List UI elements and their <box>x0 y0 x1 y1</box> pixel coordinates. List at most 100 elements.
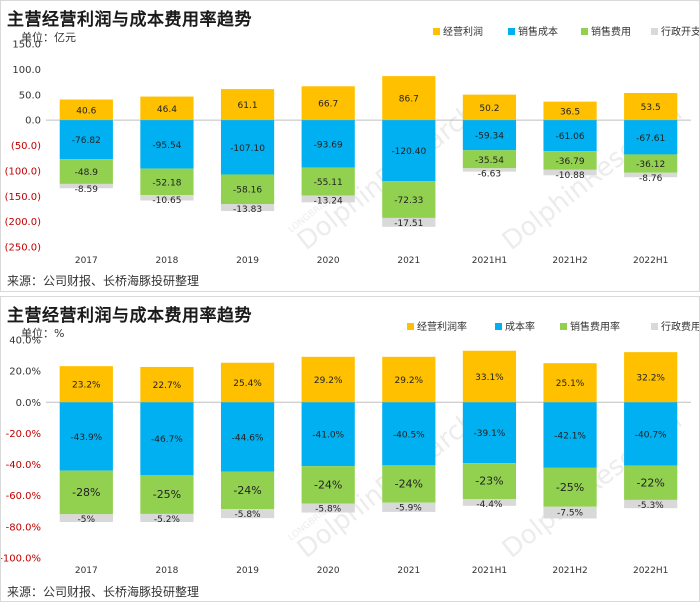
data-label: -17.51 <box>394 219 423 229</box>
data-label: -36.12 <box>636 160 665 170</box>
legend-label: 行政费用率 <box>661 320 699 333</box>
unit-label: 单位：% <box>21 327 65 340</box>
y-tick-label: -60.0% <box>6 491 41 502</box>
data-label: -13.24 <box>314 197 343 207</box>
bar-sales-2018 <box>140 168 194 196</box>
bar-admin-2019 <box>220 203 275 212</box>
bar-admin-2021 <box>382 502 436 512</box>
legend-label: 销售成本 <box>518 25 558 38</box>
bar-cost-2021 <box>382 402 436 466</box>
bar-profit-2017 <box>59 99 113 121</box>
x-category-label: 2022H1 <box>633 256 668 266</box>
y-tick-label: (150.0) <box>5 192 42 203</box>
bar-admin-2022H1 <box>624 172 678 178</box>
data-label: -46.7% <box>151 435 183 445</box>
bar-cost-2021 <box>382 120 436 182</box>
data-label: 36.5 <box>560 107 580 117</box>
stacked-bar-chart-ratio: DolphinResearchLONGBRIDGEDolphinResearch… <box>1 320 699 576</box>
source-note: 来源：公司财报、长桥海豚投研整理 <box>7 274 200 288</box>
x-category-label: 2021H2 <box>552 256 587 266</box>
x-category-label: 2021H1 <box>472 256 507 266</box>
bar-sales-2020 <box>301 167 355 196</box>
x-category-label: 2021H2 <box>552 566 587 576</box>
y-tick-label: 50.0 <box>19 90 41 101</box>
data-label: -22% <box>636 476 664 489</box>
data-label: -5.8% <box>235 510 262 520</box>
bar-cost-2021H2 <box>543 402 597 468</box>
y-tick-label: 20.0% <box>9 367 41 378</box>
bar-sales-2017 <box>59 470 113 515</box>
data-label: -59.34 <box>475 132 504 142</box>
data-label: -72.33 <box>394 196 423 206</box>
data-label: -5.9% <box>396 504 423 514</box>
data-label: -7.5% <box>557 509 584 519</box>
data-label: 32.2% <box>636 374 665 384</box>
legend-label: 经营利润率 <box>417 320 467 333</box>
data-label: -4.4% <box>476 500 503 510</box>
x-category-label: 2022H1 <box>633 566 668 576</box>
bar-admin-2020 <box>301 503 355 513</box>
bar-profit-2019 <box>220 362 275 403</box>
x-category-label: 2017 <box>75 566 98 576</box>
bar-admin-2018 <box>140 513 194 523</box>
data-label: 22.7% <box>153 381 182 391</box>
bar-admin-2022H1 <box>624 499 678 509</box>
bar-sales-2021H1 <box>462 463 517 499</box>
data-label: 53.5 <box>641 103 661 113</box>
bar-sales-2020 <box>301 466 355 504</box>
bar-admin-2021H1 <box>462 168 517 172</box>
bar-admin-2021H2 <box>543 169 597 176</box>
data-label: -120.40 <box>391 147 426 157</box>
legend-swatch-sales <box>581 28 588 35</box>
data-label: 29.2% <box>395 376 424 386</box>
y-tick-label: 40.0% <box>9 336 41 347</box>
data-label: -43.9% <box>70 433 102 443</box>
bar-profit-2020 <box>301 86 355 121</box>
bar-admin-2020 <box>301 195 355 203</box>
legend-label: 销售费用率 <box>570 320 620 333</box>
bar-profit-2017 <box>59 366 113 403</box>
legend-label: 销售费用 <box>591 25 631 38</box>
y-tick-label: (100.0) <box>5 166 42 177</box>
x-category-label: 2020 <box>317 566 340 576</box>
bar-cost-2019 <box>220 120 275 175</box>
data-label: 66.7 <box>318 100 338 110</box>
bar-cost-2021H1 <box>462 402 517 464</box>
x-category-label: 2018 <box>155 256 178 266</box>
data-label: 29.2% <box>314 376 343 386</box>
legend-swatch-profit <box>407 323 414 330</box>
x-category-label: 2021 <box>397 566 420 576</box>
data-label: -8.76 <box>639 174 663 184</box>
source-note: 来源：公司财报、长桥海豚投研整理 <box>7 585 200 599</box>
y-tick-label: (250.0) <box>5 243 42 254</box>
data-label: -42.1% <box>554 432 586 442</box>
data-label: 23.2% <box>72 381 101 391</box>
bar-cost-2022H1 <box>624 402 678 466</box>
bar-profit-2021H2 <box>543 101 597 121</box>
data-label: -24% <box>314 478 342 491</box>
x-category-label: 2019 <box>236 256 259 266</box>
x-category-label: 2019 <box>236 566 259 576</box>
chart-panel-absolute: 主营经营利润与成本费用率趋势 单位：亿元 DolphinResearchLONG… <box>0 0 700 292</box>
chart-panel-ratio: 主营经营利润与成本费用率趋势 单位：% DolphinResearchLONGB… <box>0 296 700 602</box>
data-label: 33.1% <box>475 373 504 383</box>
bar-admin-2021H1 <box>462 498 517 506</box>
data-label: -5.2% <box>154 515 181 525</box>
data-label: 25.4% <box>233 379 262 389</box>
bar-profit-2018 <box>140 366 194 403</box>
bar-cost-2022H1 <box>624 120 678 155</box>
data-label: 86.7 <box>399 95 419 105</box>
bar-cost-2018 <box>140 402 194 476</box>
bar-profit-2021H1 <box>462 350 517 403</box>
x-category-label: 2018 <box>155 566 178 576</box>
legend-label: 经营利润 <box>443 25 483 38</box>
bar-sales-2019 <box>220 174 275 204</box>
bar-admin-2021 <box>382 217 436 227</box>
bar-profit-2019 <box>220 89 275 121</box>
data-label: -28% <box>72 486 100 499</box>
data-label: -40.7% <box>635 430 667 440</box>
data-label: -95.54 <box>152 141 181 151</box>
bar-sales-2021H2 <box>543 467 597 507</box>
bar-cost-2017 <box>59 402 113 471</box>
legend-swatch-cost <box>495 323 502 330</box>
